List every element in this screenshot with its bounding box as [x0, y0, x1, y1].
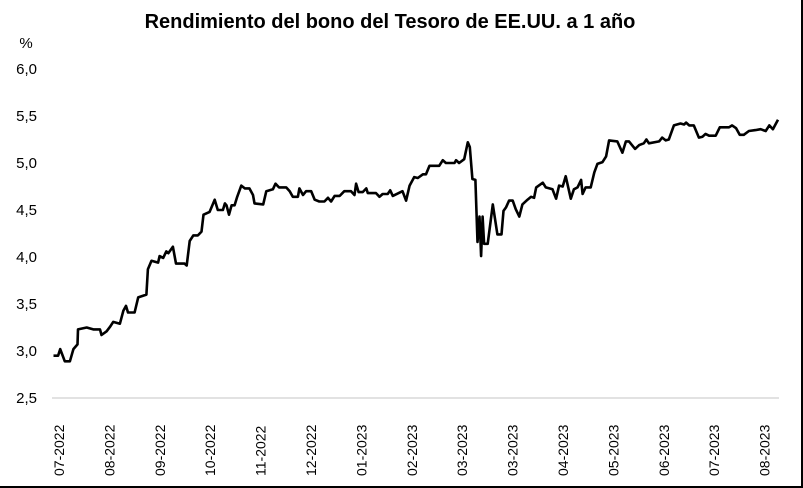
x-tick-label: 03-2023	[454, 424, 470, 476]
x-tick-label: 07-2022	[51, 424, 67, 476]
x-tick-label: 06-2023	[656, 424, 672, 476]
y-tick-label: 5,5	[16, 108, 37, 125]
x-tick-label: 08-2022	[101, 424, 117, 476]
x-tick-label: 12-2022	[303, 424, 319, 476]
y-tick-label: 2,5	[16, 390, 37, 407]
x-tick-label: 09-2022	[152, 424, 168, 476]
y-tick-label: 4,0	[16, 249, 37, 266]
series-line	[53, 119, 780, 363]
y-tick-label: 5,0	[16, 155, 37, 172]
y-axis-ticks: 2,5 3,0 3,5 4,0 4,5 5,0 5,5 6,0	[16, 61, 37, 407]
x-tick-label: 03-2023	[505, 424, 521, 476]
x-tick-label: 10-2022	[202, 424, 218, 476]
x-tick-label: 01-2023	[353, 424, 369, 476]
x-tick-label: 05-2023	[605, 424, 621, 476]
chart-title: Rendimiento del bono del Tesoro de EE.UU…	[145, 11, 636, 33]
series-group	[53, 119, 780, 363]
x-tick-label: 04-2023	[555, 424, 571, 476]
y-axis-unit-label: %	[19, 35, 32, 52]
x-tick-label: 02-2023	[404, 424, 420, 476]
x-tick-label: 08-2023	[757, 424, 773, 476]
x-tick-label: 11-2022	[253, 425, 269, 476]
x-tick-label: 07-2023	[706, 424, 722, 476]
y-tick-label: 3,5	[16, 296, 37, 313]
x-axis-ticks: 07-2022 08-2022 09-2022 10-2022 11-2022 12-20…	[51, 424, 773, 476]
y-tick-label: 3,0	[16, 343, 37, 360]
y-tick-label: 4,5	[16, 202, 37, 219]
y-tick-label: 6,0	[16, 61, 37, 78]
